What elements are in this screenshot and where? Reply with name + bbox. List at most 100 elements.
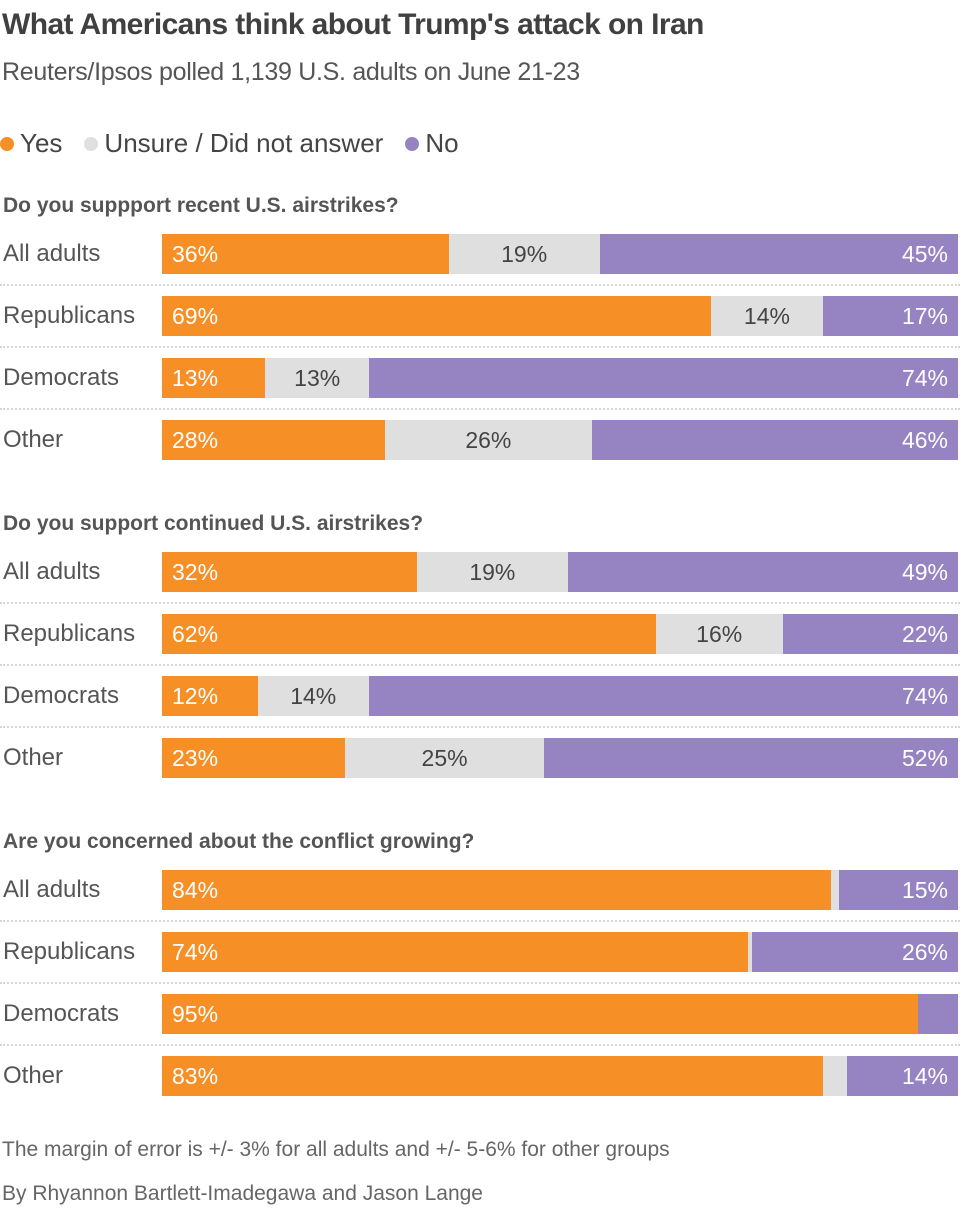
bar-value-label-no: 45% [901,241,948,267]
bar-value-label-unsure: 19% [469,559,516,585]
bar-value-label-no: 52% [901,745,948,771]
bar-value-label-no: 22% [901,621,948,647]
bar-segment-no [567,552,958,592]
bar-segment-no [591,420,958,460]
row-label: Democrats [3,364,120,391]
legend-item-unsure: Unsure / Did not answer [84,128,383,159]
bar-segment-unsure [748,932,753,972]
bar-segment-yes [162,420,385,460]
row-label: Democrats [3,682,120,709]
margin-of-error-note: The margin of error is +/- 3% for all ad… [2,1138,670,1161]
bar-value-label-no: 49% [901,559,948,585]
legend-dot-yes-icon [0,136,14,151]
bar-segment-yes [162,1056,823,1096]
row-divider [0,1044,960,1046]
bar-value-label-yes: 74% [172,939,219,965]
bar-value-label-yes: 12% [172,683,219,709]
bar-value-label-yes: 95% [172,1001,219,1027]
bar-segment-yes [162,614,656,654]
question-title: Do you suppport recent U.S. airstrikes? [3,194,399,217]
bar-value-label-yes: 13% [172,365,219,391]
bar-value-label-yes: 62% [172,621,219,647]
bar-segment-no [918,994,958,1034]
bar-value-label-unsure: 26% [465,427,512,453]
bar-segment-unsure [416,552,568,592]
row-label: Democrats [3,1000,120,1027]
question-title: Do you support continued U.S. airstrikes… [3,512,424,535]
bar-segment-no [368,358,958,398]
row-divider [0,920,960,922]
bar-value-label-yes: 36% [172,241,219,267]
bar-segment-no [752,932,958,972]
bar-segment-unsure [830,870,839,910]
bar-value-label-unsure: 25% [421,745,468,771]
bar-segment-yes [162,932,749,972]
row-label: Other [3,744,64,771]
legend-label-unsure: Unsure / Did not answer [104,128,384,158]
row-label: Republicans [3,620,136,647]
bar-value-label-unsure: 14% [743,303,790,329]
row-label: Republicans [3,302,136,329]
bar-value-label-yes: 83% [172,1063,219,1089]
bar-segment-unsure [384,420,592,460]
bar-value-label-yes: 69% [172,303,219,329]
bar-segment-yes [162,994,919,1034]
bar-value-label-unsure: 16% [696,621,743,647]
row-divider [0,602,960,604]
bar-value-label-yes: 23% [172,745,219,771]
bar-value-label-no: 46% [901,427,948,453]
row-label: Other [3,426,64,453]
bar-segment-no [822,296,958,336]
legend-item-yes: Yes [0,128,62,159]
bar-segment-unsure [711,296,823,336]
bar-segment-unsure [655,614,783,654]
bar-value-label-unsure: 13% [294,365,341,391]
bar-segment-unsure [345,738,545,778]
bar-segment-no [544,738,958,778]
bar-segment-yes [162,738,346,778]
legend-dot-no-icon [405,136,420,151]
bar-segment-yes [162,552,417,592]
bar-segment-no [599,234,958,274]
legend-item-no: No [405,128,459,159]
chart-title: What Americans think about Trump's attac… [2,8,704,41]
bar-value-label-no: 15% [901,877,948,903]
row-divider [0,982,960,984]
bar-segment-yes [162,296,712,336]
byline: By Rhyannon Bartlett-Imadegawa and Jason… [2,1182,483,1205]
bar-value-label-no: 74% [901,683,948,709]
legend-dot-unsure-icon [84,136,99,151]
row-divider [0,664,960,666]
bar-segment-yes [162,358,266,398]
bar-value-label-unsure: 14% [290,683,337,709]
bar-value-label-no: 26% [901,939,948,965]
bar-segment-unsure [265,358,369,398]
row-label: All adults [3,240,101,267]
bar-value-label-yes: 28% [172,427,219,453]
bar-value-label-no: 14% [901,1063,948,1089]
bar-value-label-yes: 32% [172,559,219,585]
bar-value-label-unsure: 19% [501,241,548,267]
bar-segment-yes [162,234,449,274]
bar-value-label-no: 17% [901,303,948,329]
bar-segment-no [368,676,958,716]
legend-label-yes: Yes [20,128,63,158]
chart-subtitle: Reuters/Ipsos polled 1,139 U.S. adults o… [2,58,580,86]
row-label: Other [3,1062,64,1089]
bar-segment-no [838,870,958,910]
row-label: All adults [3,876,101,903]
bar-segment-unsure [822,1056,847,1096]
bar-segment-unsure [257,676,369,716]
legend-label-no: No [425,128,459,158]
row-divider [0,284,960,286]
row-divider [0,408,960,410]
bar-segment-yes [162,870,831,910]
bar-value-label-yes: 84% [172,877,219,903]
bar-segment-no [782,614,958,654]
row-label: All adults [3,558,101,585]
bar-segment-yes [162,676,258,716]
question-title: Are you concerned about the conflict gro… [3,830,475,853]
bar-segment-unsure [448,234,600,274]
row-divider [0,346,960,348]
row-divider [0,726,960,728]
